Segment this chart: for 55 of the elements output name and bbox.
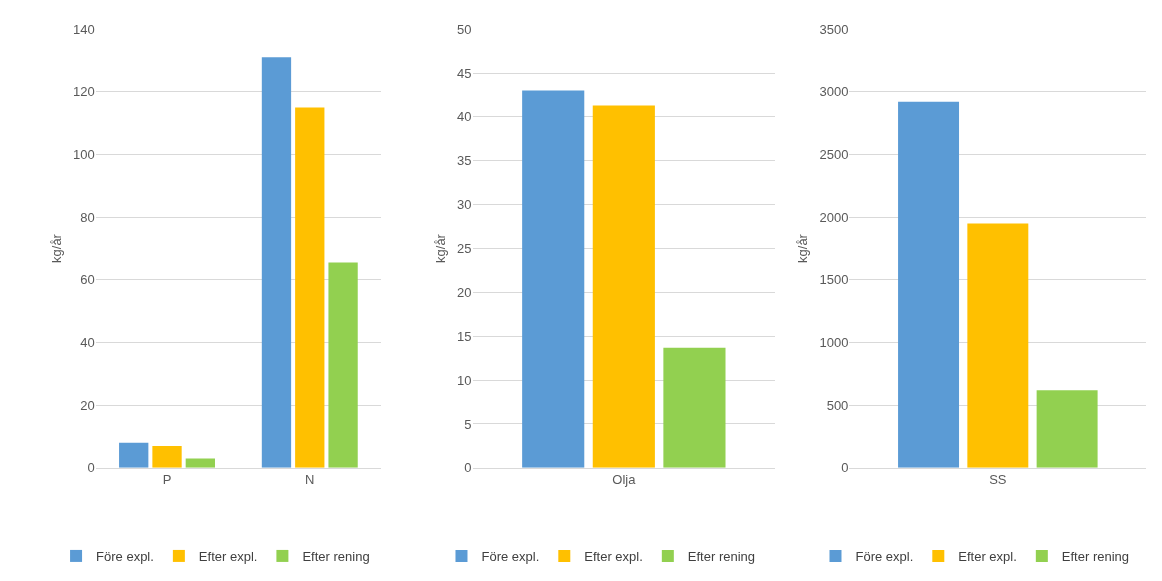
bar <box>663 347 726 468</box>
y-tick-label: 120 <box>72 84 95 100</box>
x-tick-label: N <box>305 472 315 488</box>
y-tick-label: 30 <box>457 197 472 213</box>
bar <box>295 107 325 468</box>
legend-label: Före expl. <box>96 549 154 564</box>
y-tick-label: 5 <box>464 416 472 432</box>
y-tick-label: 15 <box>457 328 472 344</box>
legend-label: Efter expl. <box>584 549 643 564</box>
y-tick-label: 20 <box>80 397 95 413</box>
y-tick-label: 45 <box>457 65 472 81</box>
bar <box>967 223 1029 468</box>
bar <box>328 262 358 468</box>
y-tick-label: 10 <box>457 372 472 388</box>
y-tick-label: 3000 <box>819 84 849 100</box>
y-tick-label: 3500 <box>819 21 849 37</box>
y-tick-label: 20 <box>457 284 472 300</box>
y-axis-title: kg/år <box>795 233 811 263</box>
y-tick-label: 40 <box>457 109 472 125</box>
y-tick-label: 80 <box>80 209 95 225</box>
y-tick-label: 50 <box>457 21 472 37</box>
legend-label: Efter rening <box>1061 549 1130 564</box>
legend-label: Efter expl. <box>958 549 1017 564</box>
y-tick-label: 1000 <box>819 335 849 351</box>
bar <box>261 57 292 468</box>
legend-label: Före expl. <box>855 549 914 564</box>
y-tick-label: 35 <box>457 153 472 169</box>
y-tick-label: 0 <box>87 460 95 476</box>
y-axis-title: kg/år <box>432 233 448 263</box>
y-tick-label: 100 <box>72 147 95 163</box>
legend-label: Efter expl. <box>198 549 258 564</box>
bar <box>1036 390 1098 468</box>
legend-label: Före expl. <box>481 549 540 564</box>
legend-label: Efter rening <box>302 549 370 564</box>
x-tick-label: P <box>162 472 172 488</box>
bar <box>152 445 182 468</box>
y-tick-label: 25 <box>457 241 472 257</box>
y-tick-label: 2500 <box>819 147 849 163</box>
y-tick-label: 60 <box>80 272 95 288</box>
y-tick-label: 2000 <box>819 209 849 225</box>
bar <box>119 442 149 468</box>
y-tick-label: 500 <box>826 397 849 413</box>
y-tick-label: 1500 <box>819 272 849 288</box>
legend-label: Efter rening <box>687 549 756 564</box>
x-tick-label: Olja <box>612 472 637 488</box>
bar <box>898 101 960 468</box>
y-axis-title: kg/år <box>48 233 64 263</box>
y-tick-label: 140 <box>72 21 95 37</box>
y-tick-label: 0 <box>841 460 849 476</box>
y-tick-label: 40 <box>80 335 95 351</box>
bar <box>522 90 585 468</box>
y-tick-label: 0 <box>464 460 472 476</box>
bar <box>592 105 655 468</box>
bar <box>185 458 215 468</box>
x-tick-label: SS <box>989 472 1007 488</box>
